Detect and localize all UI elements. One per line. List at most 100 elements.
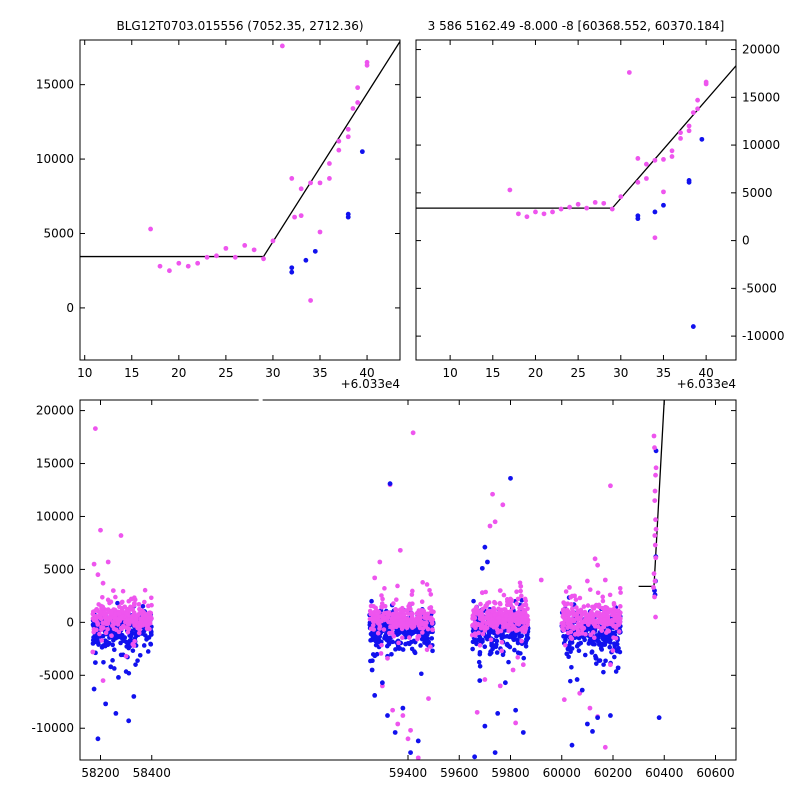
blue-point [376,639,381,645]
magenta-point [686,123,692,129]
magenta-point [661,189,666,195]
axes-frame [79,399,737,761]
magenta-point [396,640,401,646]
y-tick-label: 20000 [742,43,780,57]
magenta-point [508,596,513,602]
magenta-point [100,580,106,586]
magenta-point [500,502,506,508]
model-line [80,41,400,258]
magenta-point [606,609,611,615]
magenta-point [538,577,544,583]
blue-point [563,637,568,643]
blue-point [369,637,374,643]
magenta-point [127,620,132,626]
magenta-point [651,433,657,439]
blue-point [599,647,605,652]
magenta-point [686,128,692,134]
magenta-point [617,585,623,591]
blue-point [568,678,573,684]
magenta-point [428,617,434,623]
magenta-point [428,592,434,597]
magenta-point [135,624,141,630]
bottom-panel: 58200 58400 59400 59600 59800 60000 60200 60400… [31,398,737,780]
magenta-point [496,606,501,612]
magenta-point [223,245,229,251]
magenta-point [577,595,583,601]
blue-point [502,634,507,639]
blue-point [91,686,97,692]
y-tick-label: 10000 [742,138,780,152]
blue-point [511,633,517,639]
magenta-point [386,619,391,625]
blue-point [595,715,601,721]
blue-point [612,641,617,647]
magenta-point [120,599,125,605]
blue-point [565,646,571,652]
blue-point [656,715,662,721]
magenta-point [90,649,96,655]
magenta-point [124,611,129,617]
magenta-point [505,622,510,627]
blue-point [113,711,119,716]
magenta-point [427,587,432,593]
axes-frame [415,39,737,361]
magenta-point [128,596,134,602]
magenta-point [565,619,571,624]
magenta-point [379,593,384,598]
magenta-point [607,592,613,598]
blue-point [289,269,295,275]
y-tick-label: 15000 [36,78,74,92]
magenta-point [336,138,342,144]
blue-point [597,658,603,663]
magenta-point [415,755,421,760]
magenta-point [550,209,555,215]
magenta-point [375,620,381,626]
magenta-point [97,631,102,637]
magenta-point [512,612,518,617]
magenta-point [298,213,304,219]
blue-point [593,656,599,661]
blue-point [576,648,582,654]
blue-point [699,136,705,142]
magenta-point [394,597,399,602]
x-tick-label: 59800 [491,766,529,780]
blue-point [148,642,154,647]
magenta-point [405,608,410,613]
blue-point [133,662,138,667]
magenta-point [678,130,683,136]
magenta-point [695,106,700,112]
blue-point [486,629,492,634]
magenta-point [418,620,424,626]
blue-point [405,640,411,646]
blue-point [118,652,124,658]
blue-point [482,644,488,650]
blue-point [124,644,129,649]
y-tick-label: 5000 [43,562,74,576]
magenta-point [577,690,583,696]
magenta-point [506,628,511,634]
magenta-point [601,200,607,206]
magenta-point [567,585,572,590]
magenta-point [560,614,566,619]
magenta-point [618,590,623,595]
magenta-point [381,615,387,621]
magenta-point [494,627,500,632]
magenta-point [587,587,593,592]
magenta-point [401,608,407,614]
magenta-point [525,606,530,611]
blue-point [389,651,394,657]
blue-point [101,659,106,665]
blue-point [425,632,430,637]
magenta-point [523,618,529,623]
magenta-point [653,517,658,523]
magenta-point [289,176,295,181]
blue-point [379,680,385,686]
model-line [638,400,665,588]
x-tick-label: 60000 [543,766,581,780]
magenta-point [394,608,399,613]
magenta-point [478,601,483,607]
magenta-point [391,601,396,606]
magenta-point [516,211,521,217]
magenta-point [482,625,488,631]
